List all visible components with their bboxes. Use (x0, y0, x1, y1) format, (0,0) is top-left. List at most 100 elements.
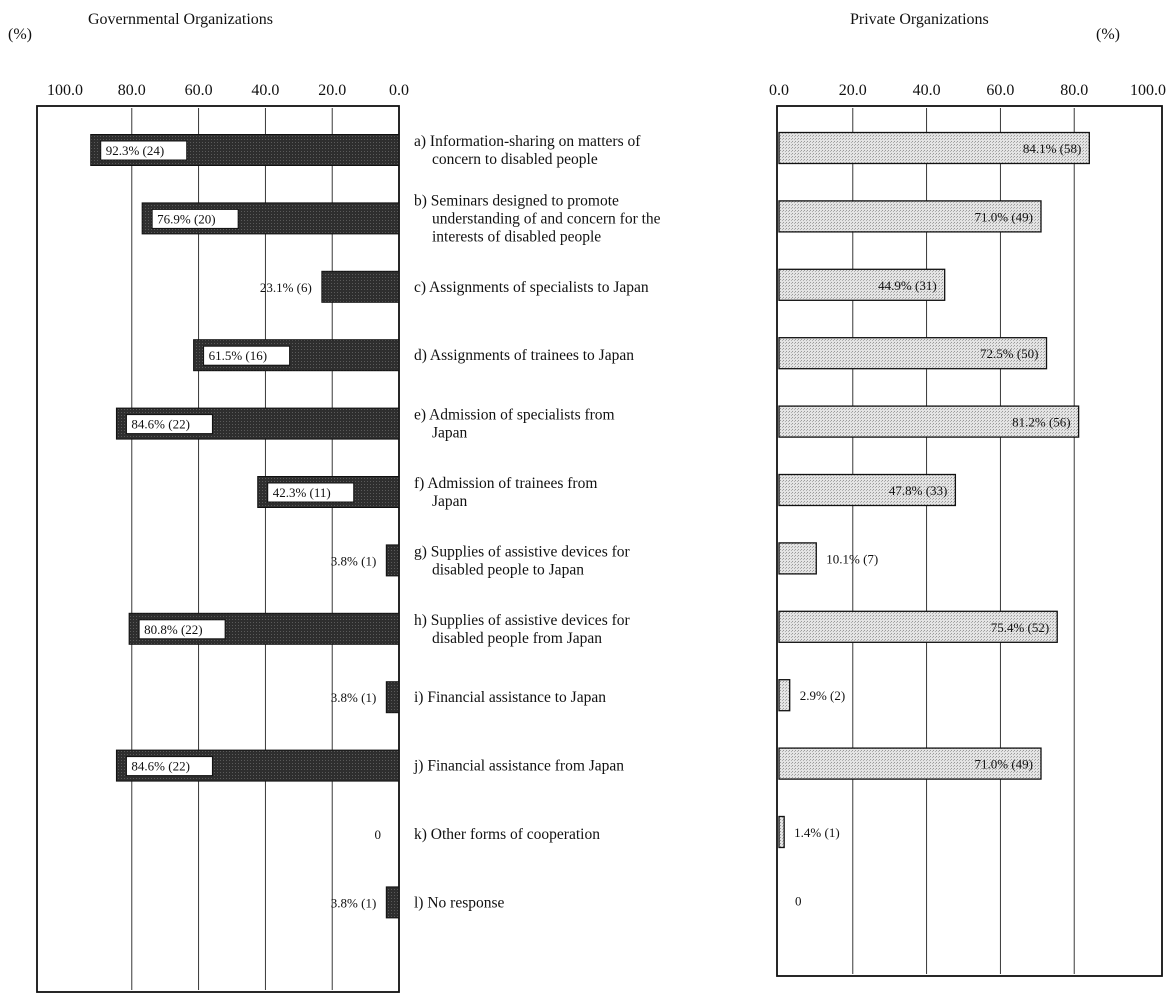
right-bar (778, 679, 791, 712)
category-label-line: a) Information-sharing on matters of (414, 133, 641, 150)
right-value-label: 47.8% (33) (889, 483, 948, 498)
right-bars: 84.1% (58) 71.0% (49) 44.9% (31) 72.5% (50)… (778, 131, 1090, 908)
left-value-label: 23.1% (6) (260, 280, 312, 295)
right-axis-ticks: 0.0 20.0 40.0 60.0 80.0 100.0 (769, 82, 1166, 99)
category-label-line: b) Seminars designed to promote (414, 192, 619, 209)
private-chart: Private Organizations (%) 0.0 20.0 40.0 60.… (769, 11, 1166, 977)
right-tick-label: 0.0 (769, 82, 789, 99)
left-tick-label: 40.0 (251, 82, 279, 99)
category-label-line: disabled people from Japan (432, 630, 602, 647)
right-value-label: 81.2% (56) (1012, 415, 1071, 430)
category-label-line: concern to disabled people (432, 151, 598, 168)
left-bars: 92.3% (24) 76.9% (20) 23.1% (6) 61.5% (16) 8… (90, 134, 400, 919)
left-bar (385, 886, 400, 919)
category-label-line: disabled people to Japan (432, 561, 584, 578)
left-bar (385, 544, 400, 577)
left-value-label: 3.8% (1) (331, 690, 377, 705)
right-value-label: 72.5% (50) (980, 346, 1039, 361)
category-label: f) Admission of trainees from Japan (414, 475, 597, 510)
right-bar (778, 268, 946, 301)
left-unit-label: (%) (8, 26, 32, 43)
category-label-line: l) No response (414, 894, 505, 911)
left-value-label: 42.3% (11) (273, 485, 331, 500)
category-label-line: understanding of and concern for the (432, 210, 661, 227)
right-tick-label: 100.0 (1130, 82, 1166, 99)
left-value-label: 84.6% (22) (131, 417, 190, 432)
category-labels: a) Information-sharing on matters of conc… (413, 133, 661, 911)
governmental-chart: Governmental Organizations (%) 100.0 80.0… (8, 11, 409, 993)
right-unit-label: (%) (1096, 26, 1120, 43)
left-chart-title: Governmental Organizations (88, 11, 273, 28)
right-bar (778, 200, 1042, 233)
category-label: i) Financial assistance to Japan (414, 689, 606, 706)
left-value-box (203, 345, 291, 366)
category-label: h) Supplies of assistive devices for disa… (414, 612, 631, 647)
category-label-line: Japan (432, 425, 468, 442)
right-value-label: 44.9% (31) (878, 278, 937, 293)
left-value-box (125, 414, 213, 435)
left-tick-label: 0.0 (389, 82, 409, 99)
right-bar (778, 815, 785, 849)
category-label: k) Other forms of cooperation (414, 826, 600, 843)
left-value-label: 0 (375, 827, 382, 842)
left-tick-label: 60.0 (185, 82, 213, 99)
category-label-line: i) Financial assistance to Japan (414, 689, 606, 706)
right-plot-frame (776, 105, 1163, 977)
category-label: d) Assignments of trainees to Japan (414, 347, 634, 364)
left-value-box (125, 756, 213, 777)
right-value-label: 2.9% (2) (800, 688, 846, 703)
left-grid (131, 108, 333, 990)
category-label-line: g) Supplies of assistive devices for (414, 543, 631, 560)
category-label: j) Financial assistance from Japan (413, 758, 624, 775)
right-tick-label: 80.0 (1060, 82, 1088, 99)
left-value-label: 84.6% (22) (131, 759, 190, 774)
category-label: e) Admission of specialists from Japan (414, 407, 615, 442)
right-tick-label: 60.0 (986, 82, 1014, 99)
left-value-box (151, 208, 239, 229)
category-label-line: interests of disabled people (432, 228, 601, 245)
right-bar (778, 610, 1058, 643)
category-label-line: Japan (432, 493, 468, 510)
right-value-label: 10.1% (7) (826, 551, 878, 566)
category-label: a) Information-sharing on matters of conc… (414, 133, 641, 168)
left-value-box (100, 140, 188, 161)
right-bar (778, 747, 1042, 780)
right-value-label: 84.1% (58) (1023, 141, 1082, 156)
category-label: b) Seminars designed to promote understan… (414, 192, 661, 245)
right-value-label: 71.0% (49) (974, 209, 1033, 224)
right-value-label: 0 (795, 893, 802, 908)
right-chart-title: Private Organizations (850, 11, 989, 28)
right-bar (778, 131, 1090, 165)
right-bar (778, 542, 817, 575)
right-bar (778, 405, 1080, 438)
left-value-box (267, 482, 355, 503)
right-grid (852, 108, 1075, 974)
right-tick-label: 20.0 (839, 82, 867, 99)
left-bar (321, 270, 400, 303)
left-value-label: 80.8% (22) (144, 622, 203, 637)
left-plot-frame (36, 105, 400, 993)
category-label: g) Supplies of assistive devices for disa… (414, 543, 631, 578)
left-tick-label: 20.0 (318, 82, 346, 99)
category-label: l) No response (414, 894, 505, 911)
left-value-box (138, 619, 226, 640)
left-tick-label: 100.0 (47, 82, 83, 99)
category-label-line: h) Supplies of assistive devices for (414, 612, 631, 629)
left-value-label: 3.8% (1) (331, 895, 377, 910)
right-value-label: 71.0% (49) (974, 757, 1033, 772)
category-label: c) Assignments of specialists to Japan (414, 279, 649, 296)
category-label-line: c) Assignments of specialists to Japan (414, 279, 649, 296)
category-label-line: d) Assignments of trainees to Japan (414, 347, 634, 364)
left-value-label: 76.9% (20) (157, 211, 216, 226)
left-value-label: 61.5% (16) (209, 348, 268, 363)
right-value-label: 1.4% (1) (794, 825, 840, 840)
left-tick-label: 80.0 (118, 82, 146, 99)
right-bar (778, 473, 957, 507)
left-bar (385, 681, 400, 714)
right-bar (778, 337, 1048, 370)
left-value-label: 92.3% (24) (106, 143, 165, 158)
left-value-label: 3.8% (1) (331, 553, 377, 568)
left-axis-ticks: 100.0 80.0 60.0 40.0 20.0 0.0 (47, 82, 409, 99)
right-tick-label: 40.0 (913, 82, 941, 99)
